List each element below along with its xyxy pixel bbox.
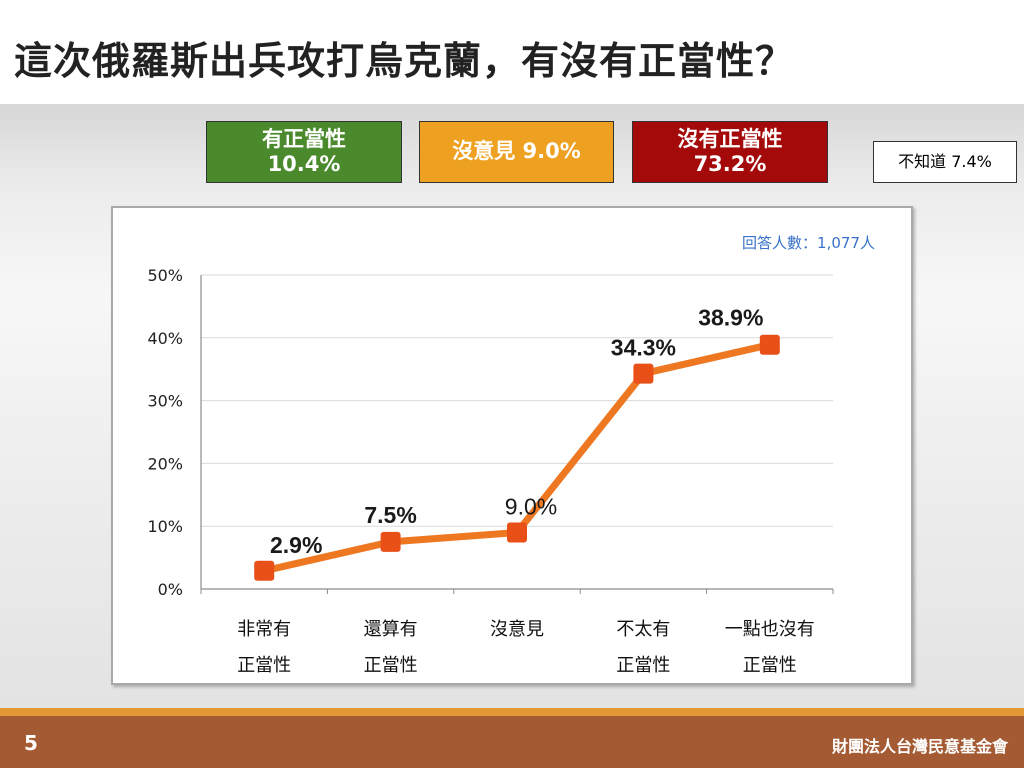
x-category-label: 正當性 [616, 655, 670, 676]
page-number: 5 [24, 731, 38, 755]
y-tick-label: 40% [147, 329, 183, 348]
slide-title: 這次俄羅斯出兵攻打烏克蘭，有沒有正當性？ [14, 39, 795, 83]
y-tick-label: 0% [158, 580, 183, 599]
y-tick-label: 30% [147, 392, 183, 411]
data-point-marker [633, 363, 654, 384]
data-label: 38.9% [698, 305, 763, 331]
summary-not-legitimate-label: 沒有正當性 [677, 126, 783, 151]
summary-box-dont-know: 不知道 7.4% [873, 141, 1017, 183]
x-category-label: 一點也沒有 [725, 619, 815, 640]
data-label: 2.9% [270, 532, 322, 558]
footer-accent-line [0, 708, 1024, 716]
summary-not-legitimate-value: 73.2% [693, 152, 767, 176]
y-tick-label: 10% [147, 517, 183, 536]
x-category-label: 非常有 [237, 619, 291, 640]
footer-bar [0, 716, 1024, 768]
x-category-label: 正當性 [237, 655, 291, 676]
data-point-marker [507, 522, 527, 543]
summary-dont-know-text: 不知道 7.4% [898, 152, 992, 172]
data-point-marker [254, 560, 275, 581]
data-point-marker [759, 334, 780, 355]
data-point-marker [380, 531, 401, 552]
y-tick-label: 20% [147, 454, 183, 473]
x-category-label: 正當性 [364, 655, 418, 676]
organization-name: 財團法人台灣民意基金會 [831, 737, 1008, 756]
data-label: 34.3% [611, 335, 676, 361]
summary-box-no-opinion: 沒意見 9.0% [419, 121, 614, 183]
summary-legitimate-label: 有正當性 [262, 126, 346, 151]
data-label: 7.5% [364, 502, 416, 528]
summary-no-opinion-text: 沒意見 9.0% [452, 139, 581, 164]
y-tick-label: 50% [147, 266, 183, 285]
x-category-label: 還算有 [364, 619, 418, 640]
summary-legitimate-value: 10.4% [267, 152, 341, 176]
x-category-label: 不太有 [616, 619, 670, 640]
summary-box-not-legitimate: 沒有正當性 73.2% [632, 121, 828, 183]
title-bar: 這次俄羅斯出兵攻打烏克蘭，有沒有正當性？ [0, 0, 1024, 104]
respondents-note: 回答人數：1,077人 [742, 234, 875, 252]
chart-frame: 0% 10% 20% 30% 40% 50% 非常有正當性 還算有正當性 沒意見 不太有正當性 一點… [111, 206, 913, 685]
data-label: 9.0% [505, 493, 557, 519]
x-category-label: 正當性 [743, 655, 797, 676]
summary-box-legitimate: 有正當性 10.4% [206, 121, 402, 183]
x-category-label: 沒意見 [490, 619, 544, 640]
